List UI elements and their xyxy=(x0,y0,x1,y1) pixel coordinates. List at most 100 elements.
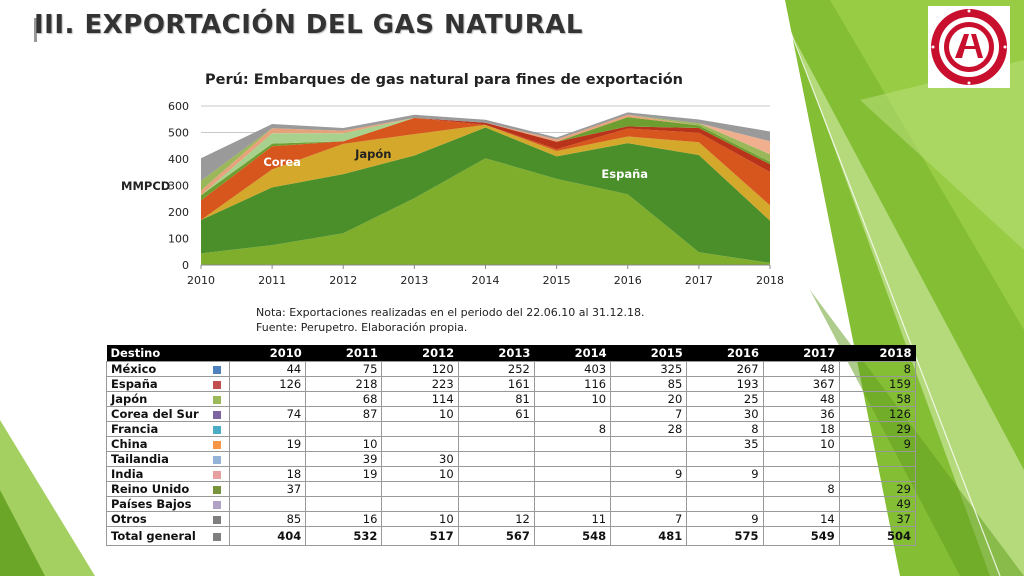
value-cell xyxy=(305,481,383,497)
table-row: Otros 85 16 10 12 11 7 9 14 37 xyxy=(106,511,917,527)
legend-swatch xyxy=(213,365,221,374)
value-cell: 567 xyxy=(457,526,535,546)
destination-cell: Tailandia xyxy=(106,451,205,467)
table-row: Países Bajos 49 xyxy=(106,496,917,512)
value-cell xyxy=(686,496,764,512)
destination-cell: México xyxy=(106,361,205,377)
value-cell: 548 xyxy=(533,526,612,546)
value-cell: 549 xyxy=(762,526,840,546)
table-header-cell: Destino xyxy=(106,345,230,362)
y-tick-label: 100 xyxy=(168,233,189,246)
value-cell: 11 xyxy=(533,511,612,527)
exports-table: Destino 2010 2011 2012 2013 2014 2015 2016 2017 2… xyxy=(106,345,917,546)
x-tick-label: 2013 xyxy=(400,274,428,287)
value-cell: 39 xyxy=(305,451,383,467)
value-cell: 75 xyxy=(305,361,383,377)
value-cell: 218 xyxy=(305,376,383,392)
value-cell xyxy=(457,421,535,437)
value-cell xyxy=(533,466,612,482)
value-cell: 10 xyxy=(305,436,383,452)
swatch-cell xyxy=(205,496,230,512)
swatch-cell xyxy=(205,361,230,377)
value-cell: 120 xyxy=(381,361,459,377)
value-cell: 81 xyxy=(457,391,535,407)
value-cell: 10 xyxy=(381,406,459,422)
table-row: Tailandia 39 30 xyxy=(106,451,917,467)
value-cell xyxy=(762,466,840,482)
table-header-cell: 2013 xyxy=(458,345,535,362)
destination-cell: España xyxy=(106,376,205,392)
value-cell: 58 xyxy=(838,391,917,407)
x-tick-label: 2016 xyxy=(614,274,642,287)
y-tick-label: 300 xyxy=(168,180,189,193)
chart-annotation: Japón xyxy=(354,147,391,161)
x-tick-label: 2011 xyxy=(258,274,286,287)
value-cell: 193 xyxy=(686,376,764,392)
value-cell: 74 xyxy=(228,406,307,422)
value-cell: 8 xyxy=(838,361,917,377)
legend-swatch xyxy=(213,380,221,389)
value-cell: 30 xyxy=(381,451,459,467)
value-cell: 29 xyxy=(838,481,917,497)
value-cell xyxy=(457,466,535,482)
value-cell xyxy=(610,436,688,452)
destination-cell: Países Bajos xyxy=(106,496,205,512)
value-cell: 10 xyxy=(381,511,459,527)
logo-seal-icon xyxy=(931,9,1007,85)
chart-note: Nota: Exportaciones realizadas en el per… xyxy=(256,305,645,335)
value-cell: 126 xyxy=(228,376,307,392)
value-cell xyxy=(457,481,535,497)
value-cell: 159 xyxy=(838,376,917,392)
table-total-row: Total general 404 532 517 567 548 481 575 549 504 xyxy=(106,526,917,546)
value-cell: 36 xyxy=(762,406,840,422)
value-cell: 85 xyxy=(610,376,688,392)
x-tick-label: 2014 xyxy=(472,274,500,287)
value-cell: 35 xyxy=(686,436,764,452)
value-cell xyxy=(228,451,307,467)
value-cell xyxy=(457,451,535,467)
value-cell xyxy=(305,421,383,437)
value-cell: 48 xyxy=(762,361,840,377)
value-cell xyxy=(533,436,612,452)
value-cell: 19 xyxy=(305,466,383,482)
slide-title: III. EXPORTACIÓN DEL GAS NATURAL xyxy=(34,10,583,40)
value-cell: 10 xyxy=(533,391,612,407)
note-source: Fuente: Perupetro. Elaboración propia. xyxy=(256,321,468,334)
value-cell: 114 xyxy=(381,391,459,407)
value-cell: 223 xyxy=(381,376,459,392)
swatch-cell xyxy=(205,511,230,527)
value-cell: 12 xyxy=(457,511,535,527)
legend-swatch xyxy=(213,455,221,464)
value-cell: 44 xyxy=(228,361,307,377)
value-cell: 48 xyxy=(762,391,840,407)
value-cell: 116 xyxy=(533,376,612,392)
value-cell: 367 xyxy=(762,376,840,392)
value-cell xyxy=(381,421,459,437)
table-row: Japón 68 114 81 10 20 25 48 58 xyxy=(106,391,917,407)
value-cell: 404 xyxy=(228,526,307,546)
value-cell: 9 xyxy=(686,511,764,527)
value-cell: 325 xyxy=(610,361,688,377)
value-cell: 7 xyxy=(610,511,688,527)
value-cell xyxy=(228,496,307,512)
y-tick-label: 400 xyxy=(168,153,189,166)
value-cell: 481 xyxy=(610,526,688,546)
value-cell xyxy=(762,451,840,467)
table-body: México 44 75 120 252 403 325 267 48 8 España 126 218… xyxy=(106,361,917,546)
area-series-2 xyxy=(201,124,770,221)
value-cell: 161 xyxy=(457,376,535,392)
value-cell: 87 xyxy=(305,406,383,422)
x-tick-label: 2018 xyxy=(756,274,784,287)
value-cell xyxy=(686,451,764,467)
x-tick-label: 2012 xyxy=(329,274,357,287)
area-series-1 xyxy=(201,127,770,263)
destination-cell: Otros xyxy=(106,511,205,527)
note-period: Nota: Exportaciones realizadas en el per… xyxy=(256,306,645,319)
value-cell xyxy=(457,496,535,512)
value-cell xyxy=(228,421,307,437)
value-cell: 9 xyxy=(686,466,764,482)
legend-swatch xyxy=(213,395,221,404)
value-cell: 30 xyxy=(686,406,764,422)
value-cell xyxy=(381,436,459,452)
